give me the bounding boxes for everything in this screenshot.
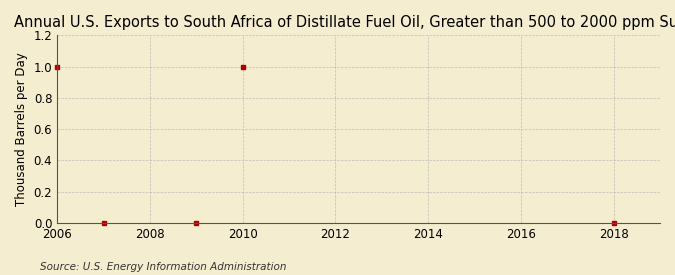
Y-axis label: Thousand Barrels per Day: Thousand Barrels per Day bbox=[15, 52, 28, 206]
Text: Source: U.S. Energy Information Administration: Source: U.S. Energy Information Administ… bbox=[40, 262, 287, 272]
Title: Annual U.S. Exports to South Africa of Distillate Fuel Oil, Greater than 500 to : Annual U.S. Exports to South Africa of D… bbox=[14, 15, 675, 30]
